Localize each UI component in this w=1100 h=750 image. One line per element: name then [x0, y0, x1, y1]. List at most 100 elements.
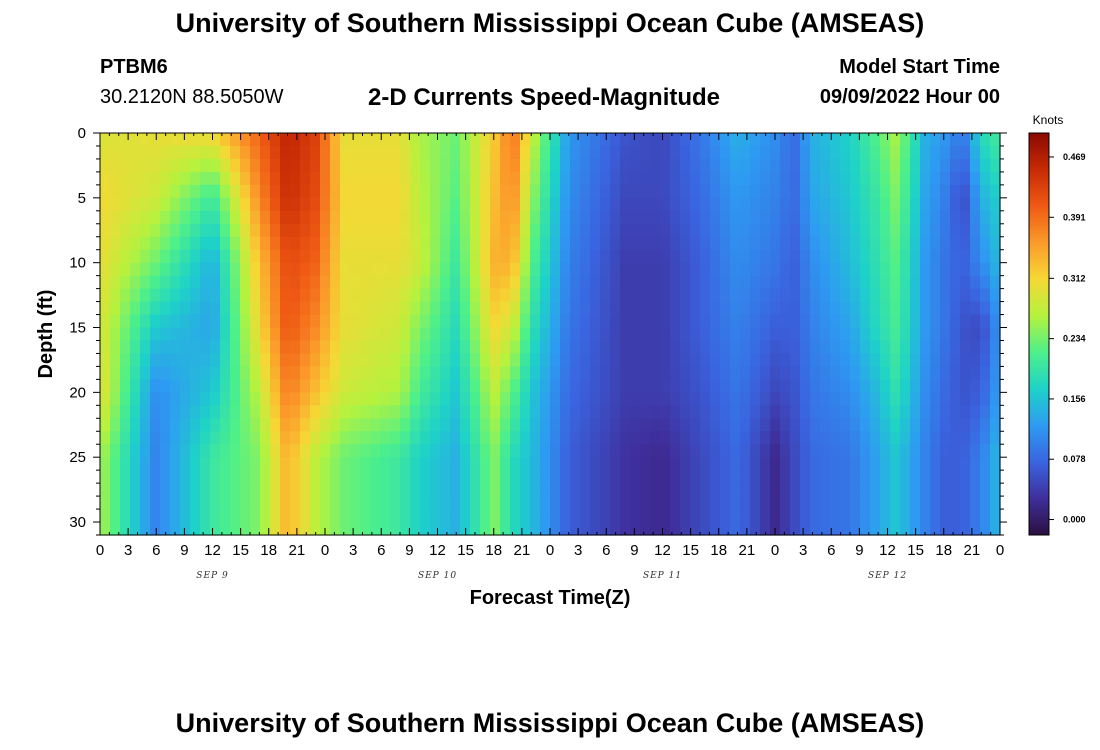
heatmap-cell	[690, 483, 701, 497]
heatmap-cell	[100, 522, 111, 536]
heatmap-cell	[860, 197, 871, 212]
heatmap-cell	[590, 314, 601, 329]
heatmap-cell	[180, 366, 191, 380]
heatmap-cell	[360, 496, 371, 510]
heatmap-cell	[240, 210, 251, 225]
heatmap-cell	[750, 223, 761, 238]
heatmap-cell	[870, 457, 881, 471]
heatmap-cell	[490, 145, 501, 160]
heatmap-cell	[490, 379, 501, 393]
heatmap-cell	[100, 496, 111, 510]
heatmap-cell	[520, 327, 531, 342]
heatmap-cell	[750, 249, 761, 264]
heatmap-cell	[960, 483, 971, 497]
heatmap-cell	[530, 392, 541, 406]
heatmap-cell	[910, 366, 921, 380]
heatmap-cell	[100, 210, 111, 225]
heatmap-cell	[370, 444, 381, 458]
heatmap-cell	[340, 275, 351, 290]
heatmap-cell	[470, 197, 481, 212]
heatmap-cell	[840, 158, 851, 173]
heatmap-cell	[210, 327, 221, 342]
heatmap-cell	[980, 301, 991, 316]
heatmap-cell	[260, 496, 271, 510]
heatmap-cell	[160, 470, 171, 484]
heatmap-cell	[650, 418, 661, 432]
heatmap-cell	[520, 353, 531, 368]
heatmap-cell	[120, 431, 131, 445]
heatmap-cell	[480, 223, 491, 238]
heatmap-cell	[730, 210, 741, 225]
heatmap-cell	[240, 509, 251, 523]
heatmap-cell	[540, 353, 551, 368]
heatmap-cell	[130, 145, 141, 160]
heatmap-cell	[400, 184, 411, 199]
heatmap-cell	[910, 483, 921, 497]
heatmap-cell	[510, 184, 521, 199]
heatmap-cell	[710, 171, 721, 186]
heatmap-cell	[500, 483, 511, 497]
heatmap-cell	[120, 418, 131, 432]
heatmap-cell	[790, 314, 801, 329]
heatmap-cell	[640, 444, 651, 458]
heatmap-cell	[370, 223, 381, 238]
heatmap-cell	[950, 392, 961, 406]
heatmap-cell	[850, 197, 861, 212]
heatmap-cell	[390, 158, 401, 173]
heatmap-cell	[300, 145, 311, 160]
heatmap-cell	[180, 133, 191, 147]
heatmap-cell	[450, 275, 461, 290]
heatmap-cell	[640, 262, 651, 277]
heatmap-cell	[580, 223, 591, 238]
heatmap-cell	[940, 418, 951, 432]
heatmap-cell	[730, 262, 741, 277]
heatmap-cell	[390, 522, 401, 536]
heatmap-cell	[190, 288, 201, 303]
heatmap-cell	[280, 158, 291, 173]
heatmap-cell	[890, 470, 901, 484]
heatmap-cell	[980, 314, 991, 329]
heatmap-cell	[510, 483, 521, 497]
heatmap-cell	[260, 327, 271, 342]
heatmap-cell	[600, 457, 611, 471]
heatmap-cell	[100, 431, 111, 445]
heatmap-cell	[980, 210, 991, 225]
heatmap-cell	[220, 366, 231, 380]
heatmap-cell	[970, 275, 981, 290]
heatmap-cell	[240, 184, 251, 199]
heatmap-cell	[490, 327, 501, 342]
heatmap-cell	[320, 470, 331, 484]
heatmap-cell	[630, 158, 641, 173]
heatmap-cell	[720, 470, 731, 484]
heatmap-cell	[490, 301, 501, 316]
heatmap-cell	[980, 366, 991, 380]
heatmap-cell	[800, 444, 811, 458]
heatmap-cell	[880, 133, 891, 147]
heatmap-cell	[220, 509, 231, 523]
heatmap-cell	[800, 509, 811, 523]
heatmap-cell	[500, 470, 511, 484]
heatmap-cell	[930, 431, 941, 445]
heatmap-cell	[580, 522, 591, 536]
heatmap-cell	[970, 171, 981, 186]
heatmap-cell	[690, 327, 701, 342]
heatmap-cell	[170, 470, 181, 484]
heatmap-cell	[720, 301, 731, 316]
heatmap-cell	[690, 223, 701, 238]
heatmap-cell	[280, 457, 291, 471]
heatmap-cell	[860, 210, 871, 225]
heatmap-cell	[420, 444, 431, 458]
heatmap-cell	[630, 496, 641, 510]
heatmap-cell	[770, 340, 781, 355]
heatmap-cell	[350, 470, 361, 484]
heatmap-cell	[940, 431, 951, 445]
heatmap-cell	[470, 353, 481, 368]
heatmap-cell	[360, 223, 371, 238]
heatmap-cell	[210, 392, 221, 406]
heatmap-cell	[490, 444, 501, 458]
heatmap-cell	[110, 301, 121, 316]
heatmap-cell	[660, 301, 671, 316]
heatmap-cell	[420, 327, 431, 342]
heatmap-cell	[770, 496, 781, 510]
heatmap-cell	[420, 133, 431, 147]
